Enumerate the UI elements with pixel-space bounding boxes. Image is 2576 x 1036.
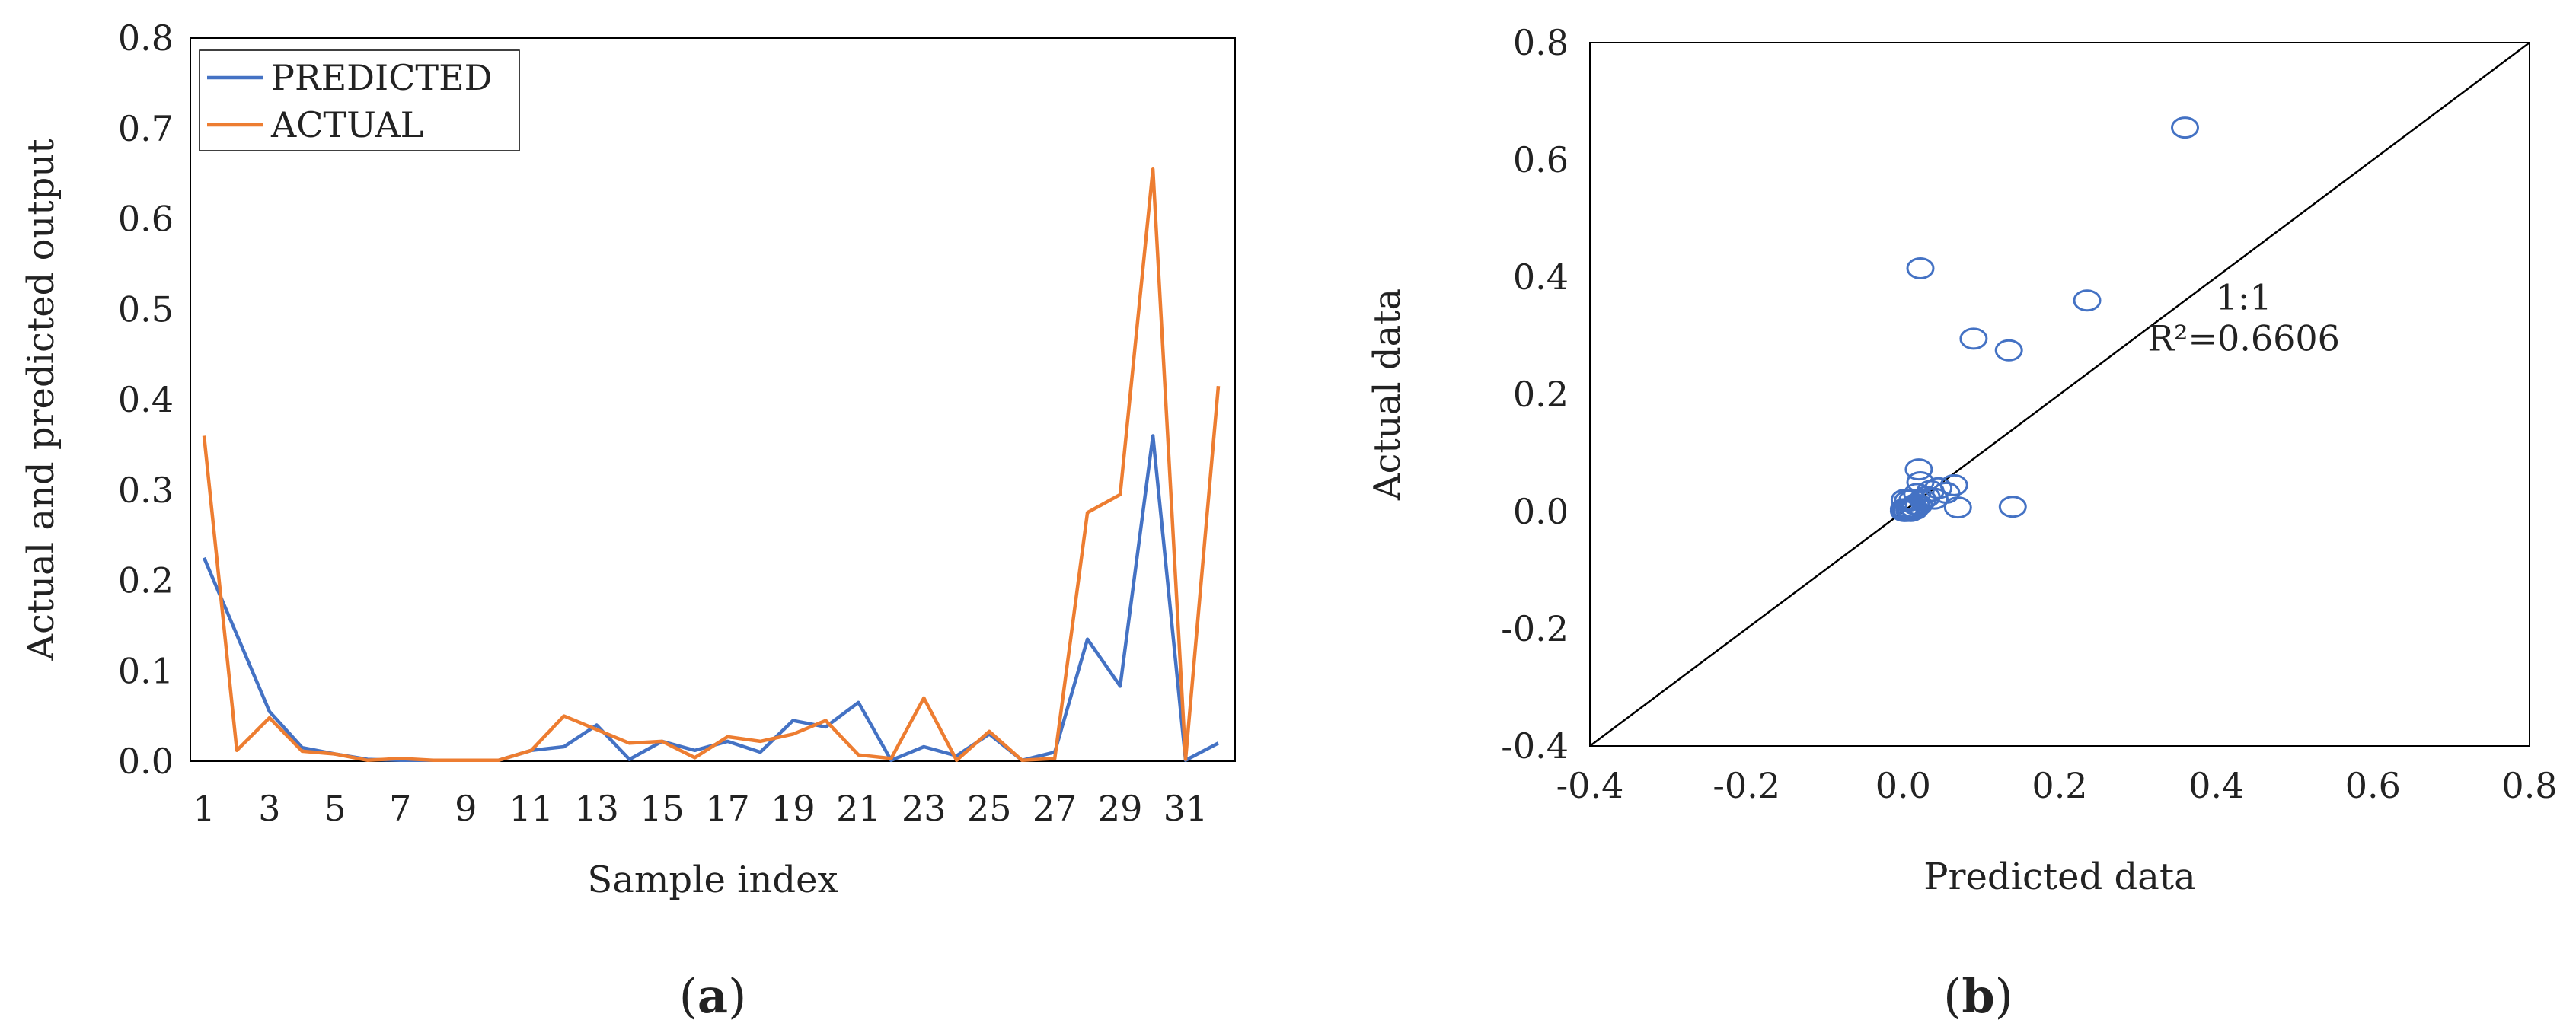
- x-tick-label: -0.2: [1713, 765, 1780, 806]
- x-tick-label: 19: [771, 788, 816, 829]
- x-tick-label: 0.2: [2032, 765, 2087, 806]
- line-chart-panel: 0.00.10.20.30.40.50.60.70.81 3 5 7 9 11 13 15 17…: [20, 18, 1236, 1024]
- scatter-point: [1920, 487, 1949, 510]
- x-tick-label: 1: [193, 788, 215, 829]
- legend-label-actual: ACTUAL: [270, 104, 423, 145]
- scatter-point: [2073, 289, 2102, 312]
- panel-paren-open: (: [679, 968, 697, 1024]
- plot-area-frame: [1589, 42, 2530, 747]
- y-tick-label: 0.2: [1513, 374, 1569, 415]
- panel-label-a: (a): [679, 968, 747, 1024]
- x-axis-title: Predicted data: [1923, 856, 2196, 898]
- scatter-point: [1904, 494, 1933, 516]
- x-tick-label: 11: [509, 788, 554, 829]
- y-tick-label: 0.4: [1513, 257, 1569, 298]
- scatter-point: [1906, 257, 1935, 279]
- y-tick-label: 0.6: [118, 199, 174, 240]
- x-tick-label: 15: [640, 788, 685, 829]
- x-tick-label: 0.6: [2345, 765, 2401, 806]
- y-tick-label: -0.4: [1501, 725, 1569, 767]
- one-to-one-line: [1589, 41, 2530, 748]
- y-tick-label: 0.5: [118, 288, 174, 330]
- panel-letter: a: [697, 968, 728, 1024]
- x-tick-label: 9: [455, 788, 477, 829]
- legend-box: [199, 49, 520, 151]
- scatter-point: [1998, 496, 2027, 518]
- y-tick-label: 0.2: [118, 560, 174, 601]
- x-tick-label: 7: [389, 788, 411, 829]
- series-line-actual: [202, 167, 1221, 763]
- y-tick-label: 0.8: [118, 18, 174, 59]
- series-line-predicted: [202, 434, 1220, 763]
- y-tick-label: 0.0: [118, 741, 174, 782]
- x-tick-label: -0.4: [1556, 765, 1624, 806]
- y-tick-label: 0.3: [118, 470, 174, 511]
- plot-area-frame: [190, 37, 1236, 762]
- x-tick-label: 13: [574, 788, 619, 829]
- x-tick-label: 5: [324, 788, 346, 829]
- x-tick-label: 0.4: [2188, 765, 2244, 806]
- scatter-point: [1889, 498, 1918, 521]
- y-tick-label: -0.2: [1501, 608, 1569, 649]
- y-axis-title: Actual data: [1366, 288, 1409, 501]
- x-tick-label: 29: [1098, 788, 1143, 829]
- scatter-point: [1994, 339, 2023, 362]
- panel-letter: b: [1962, 968, 1994, 1024]
- scatter-point: [1943, 496, 1972, 519]
- y-axis-title: Actual and predicted output: [20, 139, 62, 661]
- r-squared-label: R²=0.6606: [2147, 317, 2340, 359]
- scatter-point: [1901, 498, 1930, 521]
- scatter-point: [2171, 116, 2199, 139]
- x-tick-label: 21: [836, 788, 881, 829]
- panel-paren-close: ): [728, 968, 746, 1024]
- y-tick-label: 0.4: [118, 379, 174, 420]
- y-tick-label: 0.8: [1513, 22, 1569, 63]
- x-tick-label: 25: [967, 788, 1012, 829]
- panel-label-b: (b): [1943, 968, 2013, 1024]
- x-axis-title: Sample index: [587, 859, 838, 901]
- legend-label-predicted: PREDICTED: [271, 57, 493, 98]
- y-tick-label: 0.1: [118, 650, 174, 691]
- x-tick-label: 0.0: [1875, 765, 1931, 806]
- x-tick-label: 27: [1033, 788, 1077, 829]
- y-tick-label: 0.0: [1513, 491, 1569, 532]
- x-tick-label: 31: [1164, 788, 1208, 829]
- scatter-point: [1959, 327, 1988, 350]
- x-tick-label: 3: [258, 788, 280, 829]
- panel-paren-close: ): [1995, 968, 2013, 1024]
- x-tick-label: 0.8: [2501, 765, 2557, 806]
- legend: PREDICTED ACTUAL: [199, 49, 520, 151]
- x-tick-label: 23: [902, 788, 946, 829]
- y-tick-label: 0.6: [1513, 139, 1569, 180]
- scatter-point: [1904, 458, 1933, 481]
- x-tick-label: 17: [705, 788, 750, 829]
- ratio-label: 1:1: [2216, 276, 2272, 317]
- y-tick-label: 0.7: [118, 108, 174, 149]
- scatter-chart-panel: -0.4 -0.2 0.0 0.2 0.4 0.6 0.8 -0.4 -0.2 0.0 0.2 0.4…: [1366, 22, 2558, 1024]
- panel-paren-open: (: [1943, 968, 1962, 1024]
